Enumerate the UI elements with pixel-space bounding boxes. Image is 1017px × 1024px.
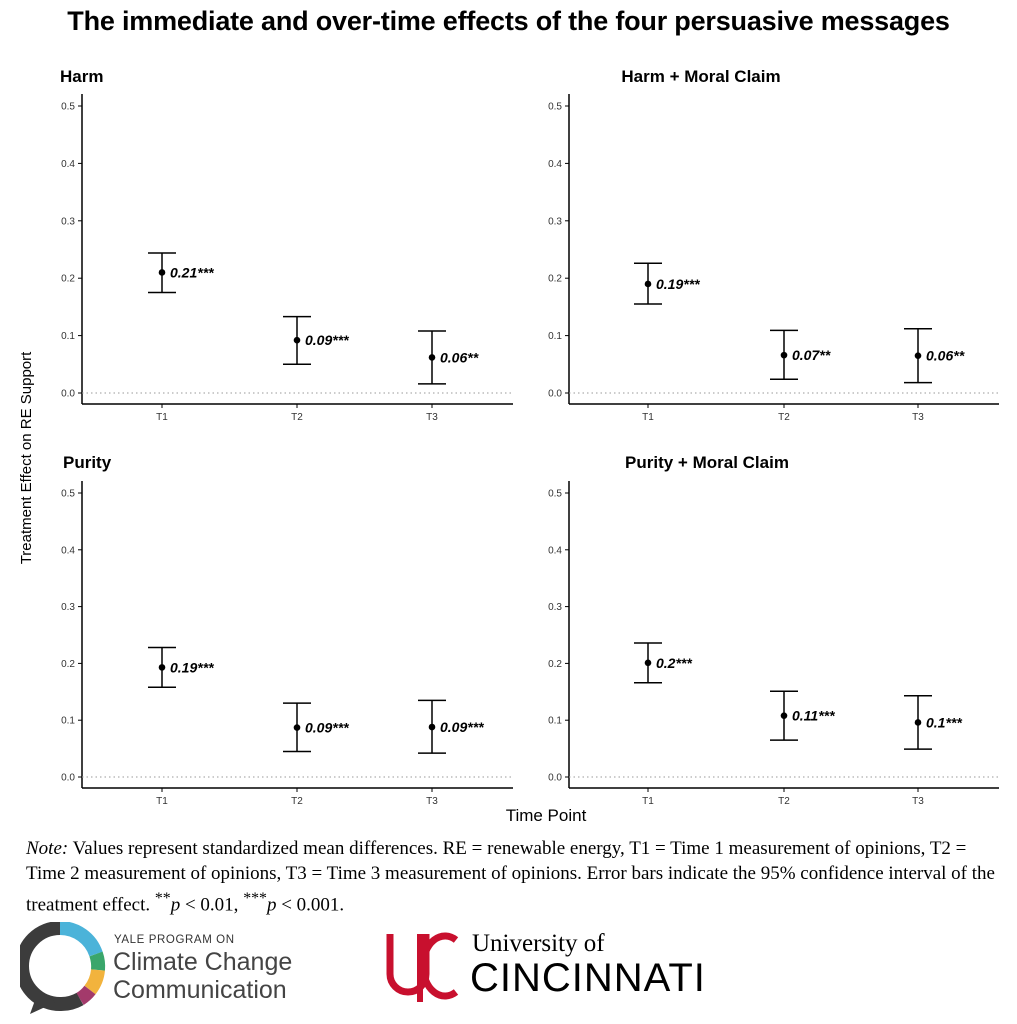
- y-tick-label: 0.2: [61, 659, 75, 670]
- y-tick-label: 0.1: [61, 716, 75, 727]
- x-tick-label: T3: [912, 412, 924, 423]
- note-p2-var: p: [266, 894, 277, 916]
- y-tick-label: 0.1: [548, 716, 562, 727]
- y-tick-label: 0.3: [61, 216, 75, 227]
- x-tick-label: T1: [642, 412, 654, 423]
- data-label: 0.1***: [926, 714, 962, 730]
- yale-name-line1: Climate Change: [113, 948, 293, 976]
- panel-title: Purity + Moral Claim: [625, 453, 789, 472]
- data-label: 0.09***: [305, 720, 349, 736]
- data-label: 0.06**: [440, 349, 479, 365]
- note-p2-rest: < 0.001.: [276, 894, 345, 916]
- y-tick-label: 0.1: [548, 331, 562, 342]
- y-axis-label: Treatment Effect on RE Support: [18, 351, 35, 564]
- note-p1-rest: < 0.01,: [180, 894, 244, 916]
- x-axis-label: Time Point: [506, 806, 587, 825]
- data-point: [158, 269, 166, 276]
- data-point: [914, 719, 922, 726]
- data-label: 0.11***: [792, 708, 835, 724]
- data-label: 0.21***: [170, 264, 214, 280]
- uc-name-line2: CINCINNATI: [470, 956, 706, 1000]
- yale-name-line2: Communication: [113, 976, 287, 1004]
- y-tick-label: 0.2: [548, 274, 562, 285]
- data-label: 0.09***: [305, 332, 349, 348]
- y-tick-label: 0.5: [548, 489, 562, 500]
- data-point: [428, 723, 436, 731]
- y-tick-label: 0.5: [548, 102, 562, 113]
- panel-title: Harm: [60, 67, 103, 86]
- data-point: [428, 354, 436, 361]
- x-tick-label: T3: [426, 412, 438, 423]
- data-label: 0.06**: [926, 348, 965, 364]
- data-label: 0.19***: [170, 659, 214, 675]
- x-tick-label: T2: [778, 412, 790, 423]
- uc-logo: University of CINCINNATI: [384, 930, 724, 1010]
- x-tick-label: T2: [291, 412, 303, 423]
- y-tick-label: 0.5: [61, 102, 75, 113]
- y-tick-label: 0.0: [61, 389, 75, 400]
- y-tick-label: 0.2: [61, 274, 75, 285]
- y-tick-label: 0.4: [548, 545, 562, 556]
- note-p1-stars: **: [154, 890, 171, 907]
- y-tick-label: 0.4: [548, 159, 562, 170]
- y-tick-label: 0.4: [61, 545, 75, 556]
- note-lead: Note:: [26, 838, 69, 859]
- x-tick-label: T2: [291, 796, 303, 807]
- data-point: [780, 351, 788, 359]
- yale-speech-bubble-icon: [20, 922, 106, 1014]
- uc-name-line1: University of: [472, 930, 605, 957]
- x-tick-label: T1: [156, 412, 168, 423]
- panel-title: Harm + Moral Claim: [621, 67, 780, 86]
- y-tick-label: 0.3: [548, 602, 562, 613]
- note-text: Values represent standardized mean diffe…: [26, 838, 995, 916]
- panel-title: Purity: [63, 453, 112, 472]
- figure-note: Note: Values represent standardized mean…: [26, 836, 1001, 917]
- y-tick-label: 0.4: [61, 159, 75, 170]
- data-point: [780, 712, 788, 719]
- note-p2-stars: ***: [243, 890, 267, 907]
- x-tick-label: T1: [156, 796, 168, 807]
- x-tick-label: T3: [912, 796, 924, 807]
- data-label: 0.19***: [656, 276, 700, 292]
- x-tick-label: T3: [426, 796, 438, 807]
- y-tick-label: 0.0: [548, 773, 562, 784]
- x-tick-label: T2: [778, 796, 790, 807]
- data-label: 0.07**: [792, 347, 831, 363]
- y-tick-label: 0.0: [548, 389, 562, 400]
- data-point: [293, 336, 301, 344]
- data-point: [644, 280, 652, 288]
- data-label: 0.09***: [440, 719, 484, 735]
- uc-monogram-icon: [386, 932, 459, 1002]
- y-tick-label: 0.5: [61, 489, 75, 500]
- yale-logo: YALE PROGRAM ON Climate Change Communica…: [20, 922, 320, 1018]
- page-title: The immediate and over-time effects of t…: [67, 6, 950, 36]
- data-point: [293, 724, 301, 731]
- y-tick-label: 0.2: [548, 659, 562, 670]
- y-tick-label: 0.3: [61, 602, 75, 613]
- data-point: [644, 659, 652, 667]
- data-label: 0.2***: [656, 655, 692, 671]
- data-point: [158, 664, 166, 671]
- note-p1-var: p: [170, 894, 181, 916]
- data-point: [914, 352, 922, 359]
- faceted-chart: Harm 0.0 0.1 0.2 0.3 0.4 0.5 T1 0.21*** T2 0.09***…: [18, 67, 999, 825]
- y-tick-label: 0.3: [548, 216, 562, 227]
- y-tick-label: 0.0: [61, 773, 75, 784]
- x-tick-label: T1: [642, 796, 654, 807]
- y-tick-label: 0.1: [61, 331, 75, 342]
- yale-program-label: YALE PROGRAM ON: [114, 934, 235, 946]
